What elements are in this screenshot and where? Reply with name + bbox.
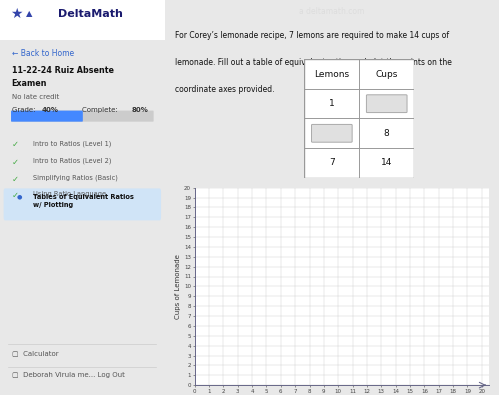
Text: ●: ● <box>16 195 22 200</box>
FancyBboxPatch shape <box>3 188 161 220</box>
FancyBboxPatch shape <box>11 111 83 122</box>
Text: Complete:: Complete: <box>82 107 120 113</box>
Text: No late credit: No late credit <box>11 94 59 100</box>
Text: 8: 8 <box>384 129 390 138</box>
Text: Grade:: Grade: <box>11 107 37 113</box>
Text: For Corey’s lemonade recipe, 7 lemons are required to make 14 cups of: For Corey’s lemonade recipe, 7 lemons ar… <box>175 31 449 40</box>
Text: DeltaMath: DeltaMath <box>58 9 123 19</box>
Text: Simplifying Ratios (Basic): Simplifying Ratios (Basic) <box>33 175 118 181</box>
Text: 1: 1 <box>329 99 335 108</box>
Text: ✓: ✓ <box>11 140 18 149</box>
Text: 14: 14 <box>381 158 392 167</box>
Text: ← Back to Home: ← Back to Home <box>11 49 74 58</box>
Text: Intro to Ratios (Level 1): Intro to Ratios (Level 1) <box>33 140 111 147</box>
Text: ★: ★ <box>10 7 23 21</box>
Text: Lemons: Lemons <box>314 70 349 79</box>
Text: 80%: 80% <box>132 107 149 113</box>
Text: 11-22-24 Ruiz Absente: 11-22-24 Ruiz Absente <box>11 66 114 75</box>
Text: coordinate axes provided.: coordinate axes provided. <box>175 85 274 94</box>
FancyBboxPatch shape <box>0 0 165 40</box>
FancyBboxPatch shape <box>366 95 407 113</box>
Text: a deltamath.com: a deltamath.com <box>299 7 365 16</box>
Text: ▢  Deborah Virula me... Log Out: ▢ Deborah Virula me... Log Out <box>11 372 124 378</box>
Text: ▢  Calculator: ▢ Calculator <box>11 350 58 356</box>
FancyBboxPatch shape <box>311 124 352 142</box>
Text: lemonade. Fill out a table of equivalent ratios and plot the points on the: lemonade. Fill out a table of equivalent… <box>175 58 452 67</box>
Text: Intro to Ratios (Level 2): Intro to Ratios (Level 2) <box>33 158 111 164</box>
Text: 40%: 40% <box>41 107 58 113</box>
Text: Using Ratio Language: Using Ratio Language <box>33 191 106 197</box>
Text: Examen: Examen <box>11 79 47 88</box>
Text: ✓: ✓ <box>11 158 18 167</box>
Text: Cups: Cups <box>376 70 398 79</box>
Text: ▲: ▲ <box>26 9 33 18</box>
FancyBboxPatch shape <box>11 111 154 122</box>
Text: 7: 7 <box>329 158 335 167</box>
Text: ✓: ✓ <box>11 191 18 200</box>
Text: ✓: ✓ <box>11 175 18 184</box>
Text: Tables of Equivalent Ratios
w/ Plotting: Tables of Equivalent Ratios w/ Plotting <box>33 194 134 209</box>
Y-axis label: Cups of Lemonade: Cups of Lemonade <box>175 254 181 319</box>
